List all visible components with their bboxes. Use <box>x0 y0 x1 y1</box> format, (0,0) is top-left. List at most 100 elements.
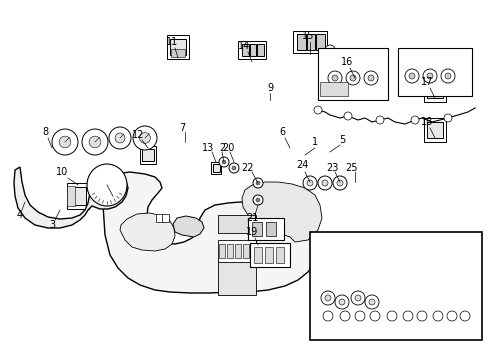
Circle shape <box>321 180 327 186</box>
Circle shape <box>327 71 341 85</box>
Circle shape <box>339 311 349 321</box>
Bar <box>275 247 284 263</box>
Circle shape <box>139 132 150 143</box>
Bar <box>212 164 219 172</box>
Bar <box>243 244 248 258</box>
Bar <box>226 244 232 258</box>
Circle shape <box>334 295 348 309</box>
Text: 10: 10 <box>56 167 68 177</box>
Circle shape <box>331 75 337 81</box>
Text: 6: 6 <box>278 127 285 137</box>
Circle shape <box>459 311 469 321</box>
Circle shape <box>416 311 426 321</box>
Bar <box>347 69 361 81</box>
Polygon shape <box>14 167 128 228</box>
Circle shape <box>325 295 330 301</box>
Text: 17: 17 <box>420 77 432 87</box>
Ellipse shape <box>131 225 149 239</box>
Bar <box>218 240 256 262</box>
Circle shape <box>109 127 131 149</box>
Bar <box>156 214 163 222</box>
Bar <box>316 34 325 50</box>
Bar <box>249 44 256 56</box>
Circle shape <box>386 311 396 321</box>
Circle shape <box>346 71 359 85</box>
Text: 23: 23 <box>325 163 338 173</box>
Circle shape <box>317 176 331 190</box>
Circle shape <box>426 73 432 79</box>
Text: 19: 19 <box>245 227 258 237</box>
Circle shape <box>256 181 260 185</box>
Polygon shape <box>173 216 203 237</box>
Bar <box>242 44 248 56</box>
Bar <box>427 82 442 98</box>
Bar <box>257 44 264 56</box>
Circle shape <box>354 295 360 301</box>
Bar <box>249 243 289 267</box>
Bar <box>140 146 156 164</box>
Circle shape <box>410 116 418 124</box>
Bar <box>427 122 442 138</box>
Polygon shape <box>242 182 321 242</box>
Text: 1: 1 <box>311 137 317 147</box>
Bar <box>292 31 326 53</box>
Bar <box>247 218 284 240</box>
Text: 14: 14 <box>237 41 250 51</box>
Text: 9: 9 <box>266 83 272 93</box>
Text: 13: 13 <box>202 143 214 153</box>
Circle shape <box>320 291 334 305</box>
Circle shape <box>303 176 316 190</box>
Bar <box>238 41 265 59</box>
Text: 7: 7 <box>179 123 185 133</box>
Circle shape <box>222 160 225 164</box>
Circle shape <box>367 75 373 81</box>
Bar <box>345 66 364 84</box>
Text: 12: 12 <box>132 130 144 140</box>
Circle shape <box>219 157 228 167</box>
Circle shape <box>252 195 263 205</box>
Bar <box>170 39 185 55</box>
Bar <box>306 34 315 50</box>
Circle shape <box>59 136 71 148</box>
Circle shape <box>350 291 364 305</box>
Text: 16: 16 <box>340 57 352 67</box>
Circle shape <box>368 299 374 305</box>
Bar <box>265 222 275 236</box>
Bar <box>309 232 481 340</box>
Circle shape <box>440 69 454 83</box>
Bar <box>397 48 471 96</box>
Circle shape <box>369 311 379 321</box>
Text: 21: 21 <box>245 213 258 223</box>
Circle shape <box>52 129 78 155</box>
Bar <box>235 244 241 258</box>
Ellipse shape <box>151 225 169 239</box>
Bar <box>319 82 347 96</box>
Circle shape <box>338 299 345 305</box>
Bar <box>423 78 445 102</box>
Text: 20: 20 <box>222 143 234 153</box>
Bar <box>210 162 221 174</box>
Circle shape <box>228 163 239 173</box>
Text: 18: 18 <box>420 117 432 127</box>
Circle shape <box>404 69 418 83</box>
Text: 3: 3 <box>49 220 55 230</box>
Circle shape <box>446 311 456 321</box>
Bar <box>423 118 445 142</box>
Circle shape <box>82 129 108 155</box>
Circle shape <box>325 45 334 55</box>
Circle shape <box>306 180 312 186</box>
Bar <box>142 149 153 161</box>
Circle shape <box>364 295 378 309</box>
Bar <box>219 244 224 258</box>
Circle shape <box>432 311 442 321</box>
Circle shape <box>349 75 355 81</box>
Bar <box>218 260 256 295</box>
Bar <box>70 187 85 205</box>
Text: 5: 5 <box>338 135 345 145</box>
Circle shape <box>313 106 321 114</box>
Bar <box>67 183 89 209</box>
Bar <box>317 48 387 100</box>
Bar <box>162 214 169 222</box>
Circle shape <box>133 126 157 150</box>
Bar <box>264 247 272 263</box>
